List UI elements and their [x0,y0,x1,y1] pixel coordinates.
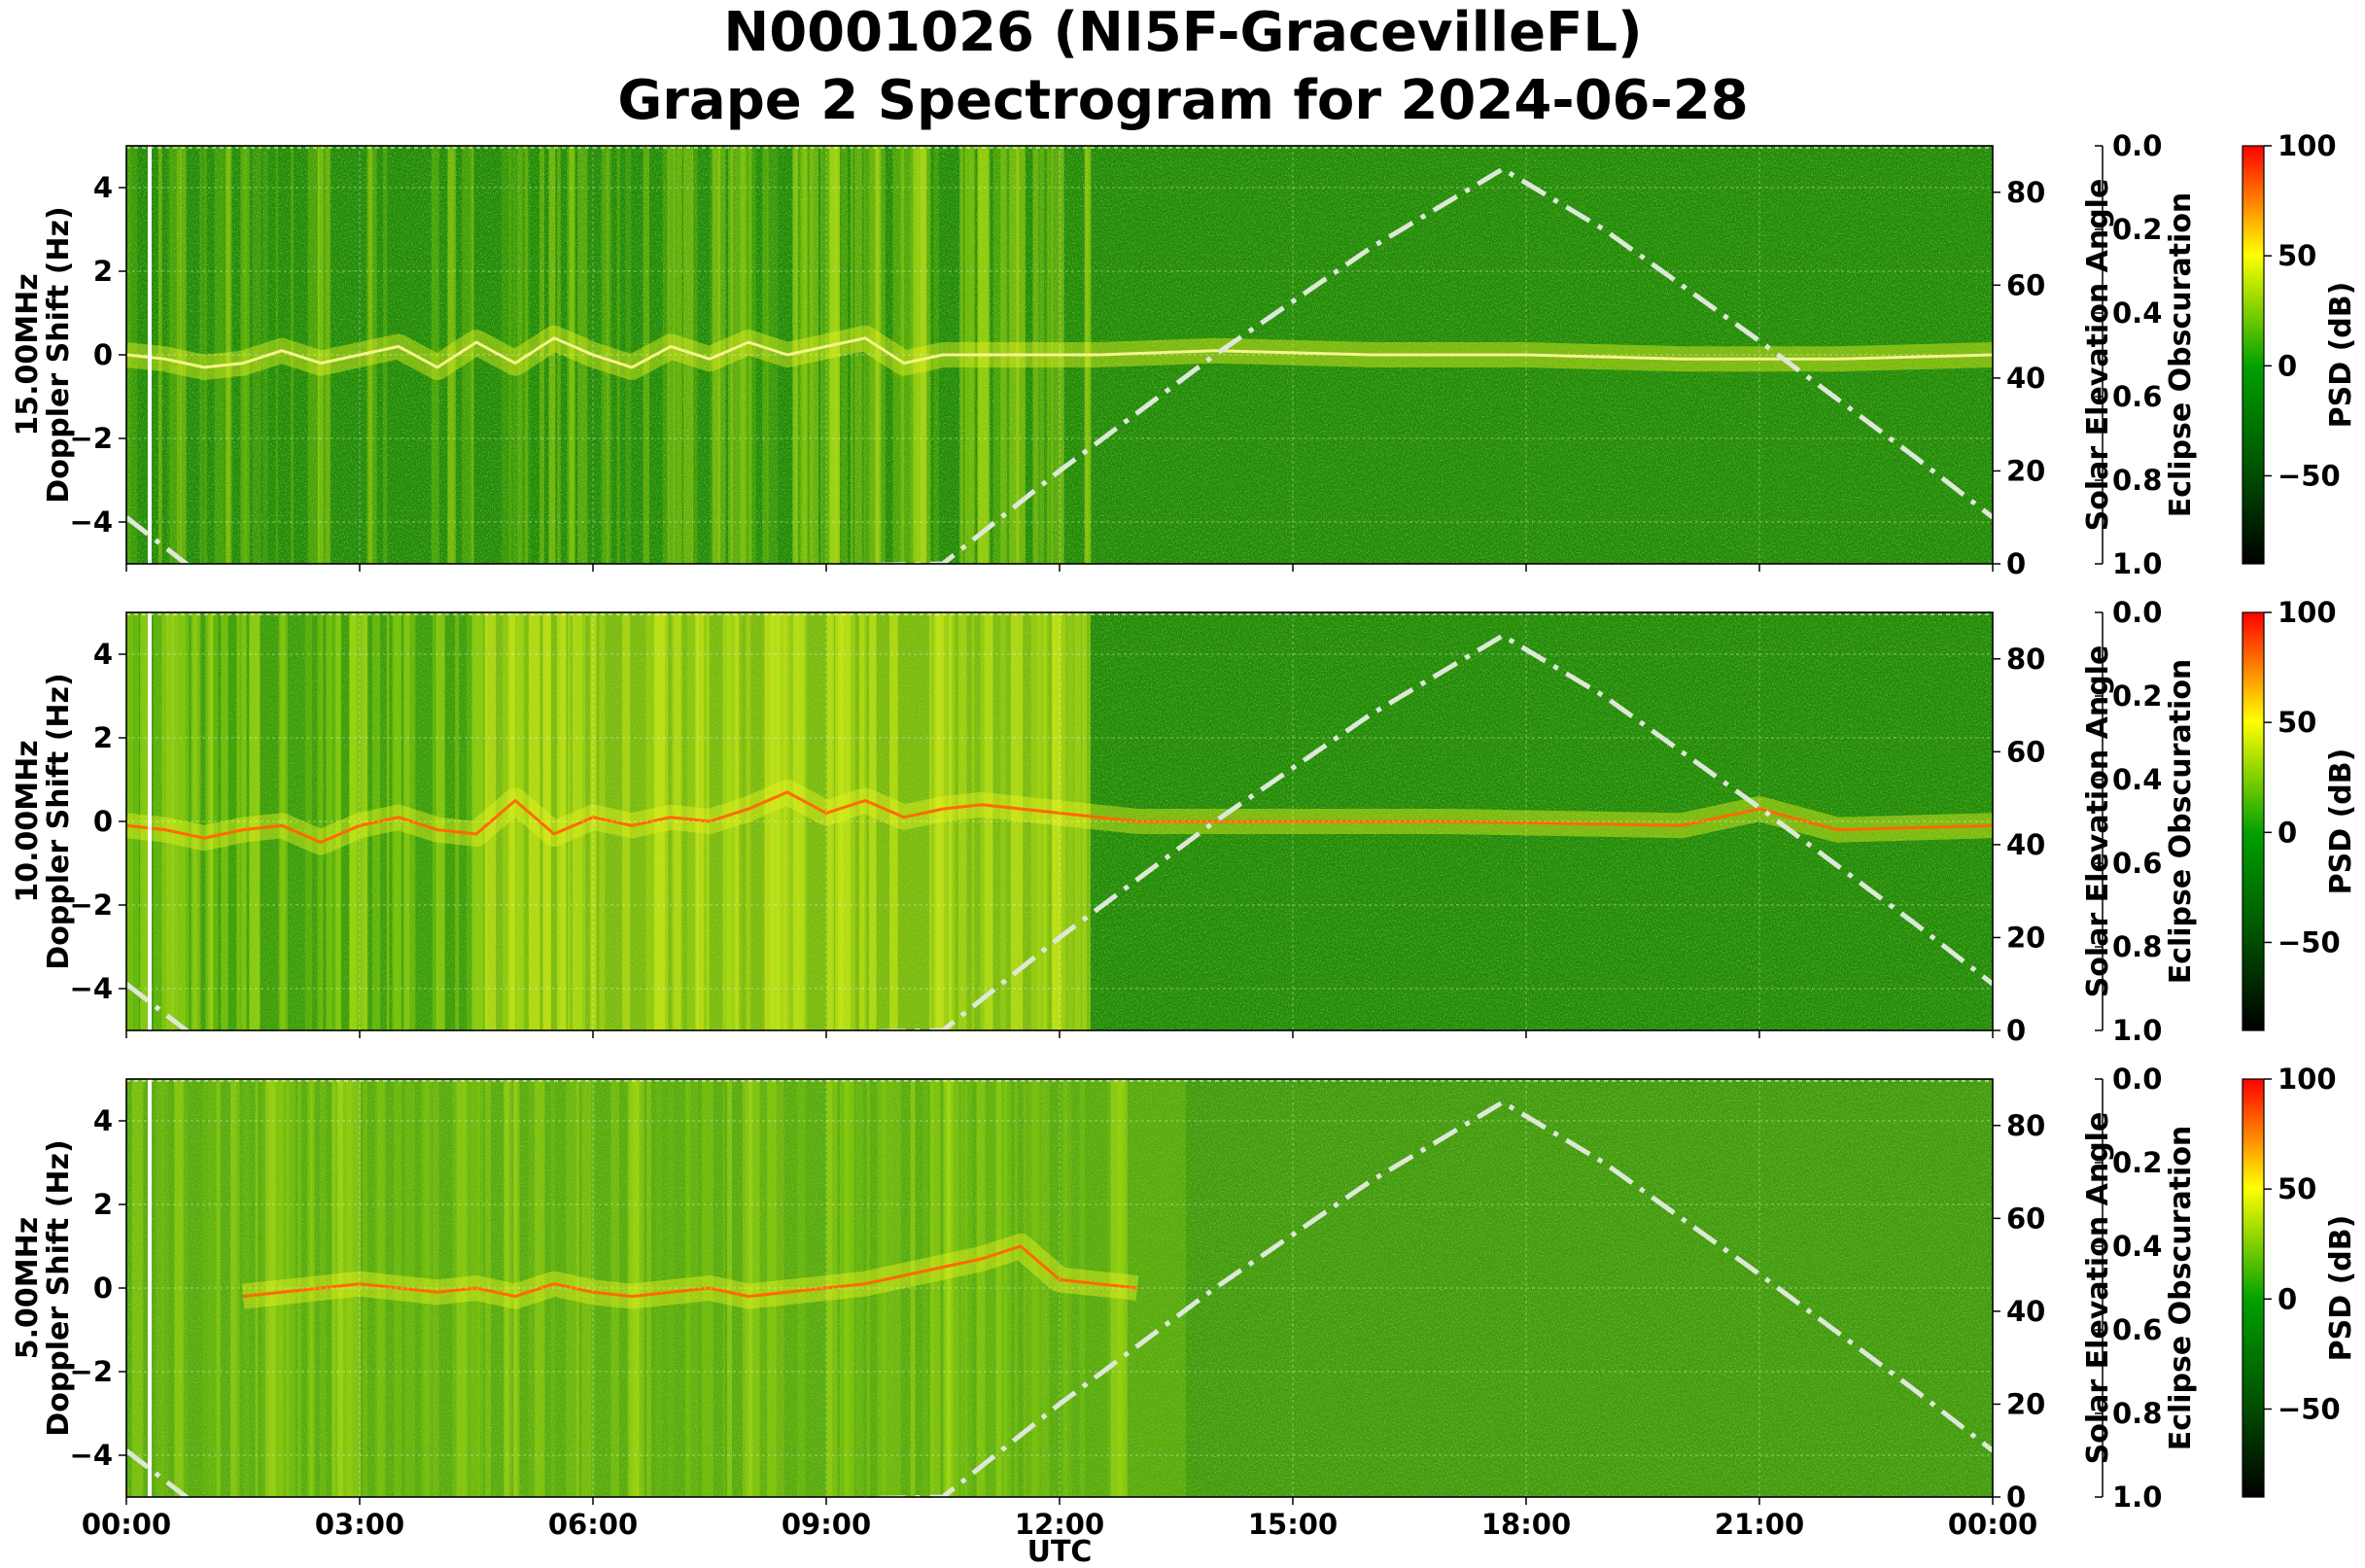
y-tick-label: −4 [70,1439,113,1472]
eclipse-tick-label: 0.6 [2112,380,2162,413]
elevation-tick-label: 40 [2006,828,2045,861]
elevation-tick-label: 40 [2006,1295,2045,1328]
x-tick-label: 00:00 [1948,1508,2037,1541]
colorbar [2242,1078,2265,1498]
y-tick-label: −2 [70,889,113,922]
eclipse-tick-label: 0.0 [2112,129,2162,162]
y-tick-label: 0 [93,338,113,371]
eclipse-tick-label: 0.0 [2112,1063,2162,1096]
elevation-tick-label: 0 [2006,547,2026,580]
eclipse-tick-label: 0.6 [2112,1313,2162,1346]
x-tick-label: 12:00 [1015,1508,1104,1541]
eclipse-tick-label: 1.0 [2112,547,2162,580]
elevation-tick-label: 20 [2006,1387,2045,1420]
y-tick-label: 4 [93,1104,113,1137]
doppler-axis-label: Doppler Shift (Hz) [42,1139,76,1436]
eclipse-tick-label: 0.8 [2112,1397,2162,1430]
colorbar-tick-label: 100 [2278,1063,2337,1096]
colorbar-tick-label: 50 [2278,1172,2316,1205]
elevation-axis-label: Solar Elevation Angle [2081,179,2115,532]
y-tick-label: 0 [93,1272,113,1305]
y-tick-label: 4 [93,638,113,671]
y-tick-label: −4 [70,505,113,539]
doppler-trace [242,1244,1138,1299]
x-tick-label: 03:00 [315,1508,404,1541]
y-tick-label: 2 [93,1188,113,1221]
colorbar [2242,611,2265,1031]
elevation-tick-label: 60 [2006,1202,2045,1235]
eclipse-axis-label: Eclipse Obscuration [2164,192,2198,518]
x-tick-label: 21:00 [1715,1508,1804,1541]
elevation-axis-label: Solar Elevation Angle [2081,1112,2115,1465]
colorbar-label: PSD (dB) [2324,1215,2358,1362]
y-tick-label: −2 [70,1355,113,1388]
y-tick-label: −2 [70,422,113,455]
eclipse-tick-label: 0.4 [2112,296,2162,330]
doppler-axis-label: Doppler Shift (Hz) [42,206,76,503]
eclipse-tick-label: 0.2 [2112,679,2162,713]
colorbar-tick-label: 100 [2278,596,2337,629]
y-tick-label: 4 [93,171,113,204]
elevation-tick-label: 0 [2006,1014,2026,1047]
elevation-tick-label: 80 [2006,643,2045,676]
colorbar [2242,145,2265,565]
eclipse-tick-label: 1.0 [2112,1014,2162,1047]
x-axis-label: UTC [1027,1535,1093,1568]
frequency-label: 5.00MHz [11,1217,45,1359]
x-tick-label: 18:00 [1481,1508,1571,1541]
elevation-tick-label: 80 [2006,1109,2045,1142]
colorbar-tick-label: −50 [2278,459,2341,492]
elevation-axis-label: Solar Elevation Angle [2081,645,2115,998]
doppler-trace [126,336,1993,369]
eclipse-axis-label: Eclipse Obscuration [2164,1126,2198,1451]
colorbar-tick-label: 0 [2278,816,2297,849]
colorbar-tick-label: 50 [2278,239,2316,272]
elevation-tick-label: 60 [2006,268,2045,301]
eclipse-tick-label: 1.0 [2112,1481,2162,1514]
elevation-tick-label: 0 [2006,1481,2026,1514]
eclipse-tick-label: 0.2 [2112,213,2162,246]
figure-title-line1: N0001026 (NI5F-GracevilleFL) [723,1,1642,64]
eclipse-tick-label: 0.8 [2112,464,2162,497]
frequency-label: 10.00MHz [11,740,45,902]
frequency-label: 15.00MHz [11,273,45,436]
x-tick-label: 06:00 [548,1508,638,1541]
colorbar-tick-label: 100 [2278,129,2337,162]
eclipse-tick-label: 0.6 [2112,847,2162,880]
y-tick-label: 2 [93,721,113,754]
elevation-tick-label: 40 [2006,362,2045,395]
x-tick-label: 15:00 [1248,1508,1338,1541]
x-tick-label: 00:00 [82,1508,171,1541]
eclipse-tick-label: 0.4 [2112,1230,2162,1263]
y-tick-label: −4 [70,972,113,1005]
elevation-tick-label: 80 [2006,176,2045,209]
y-tick-label: 2 [93,255,113,288]
colorbar-tick-label: 0 [2278,349,2297,382]
eclipse-tick-label: 0.8 [2112,930,2162,963]
y-tick-label: 0 [93,805,113,838]
x-tick-label: 09:00 [782,1508,871,1541]
eclipse-tick-label: 0.2 [2112,1146,2162,1179]
eclipse-tick-label: 0.0 [2112,596,2162,629]
elevation-tick-label: 60 [2006,735,2045,768]
colorbar-label: PSD (dB) [2324,282,2358,429]
eclipse-tick-label: 0.4 [2112,763,2162,796]
eclipse-axis-label: Eclipse Obscuration [2164,659,2198,985]
colorbar-tick-label: 0 [2278,1282,2297,1315]
elevation-tick-label: 20 [2006,454,2045,487]
figure-title-line2: Grape 2 Spectrogram for 2024-06-28 [617,69,1748,132]
elevation-tick-label: 20 [2006,921,2045,954]
colorbar-label: PSD (dB) [2324,749,2358,895]
colorbar-tick-label: 50 [2278,706,2316,739]
colorbar-tick-label: −50 [2278,1392,2341,1425]
doppler-axis-label: Doppler Shift (Hz) [42,673,76,969]
colorbar-tick-label: −50 [2278,925,2341,958]
